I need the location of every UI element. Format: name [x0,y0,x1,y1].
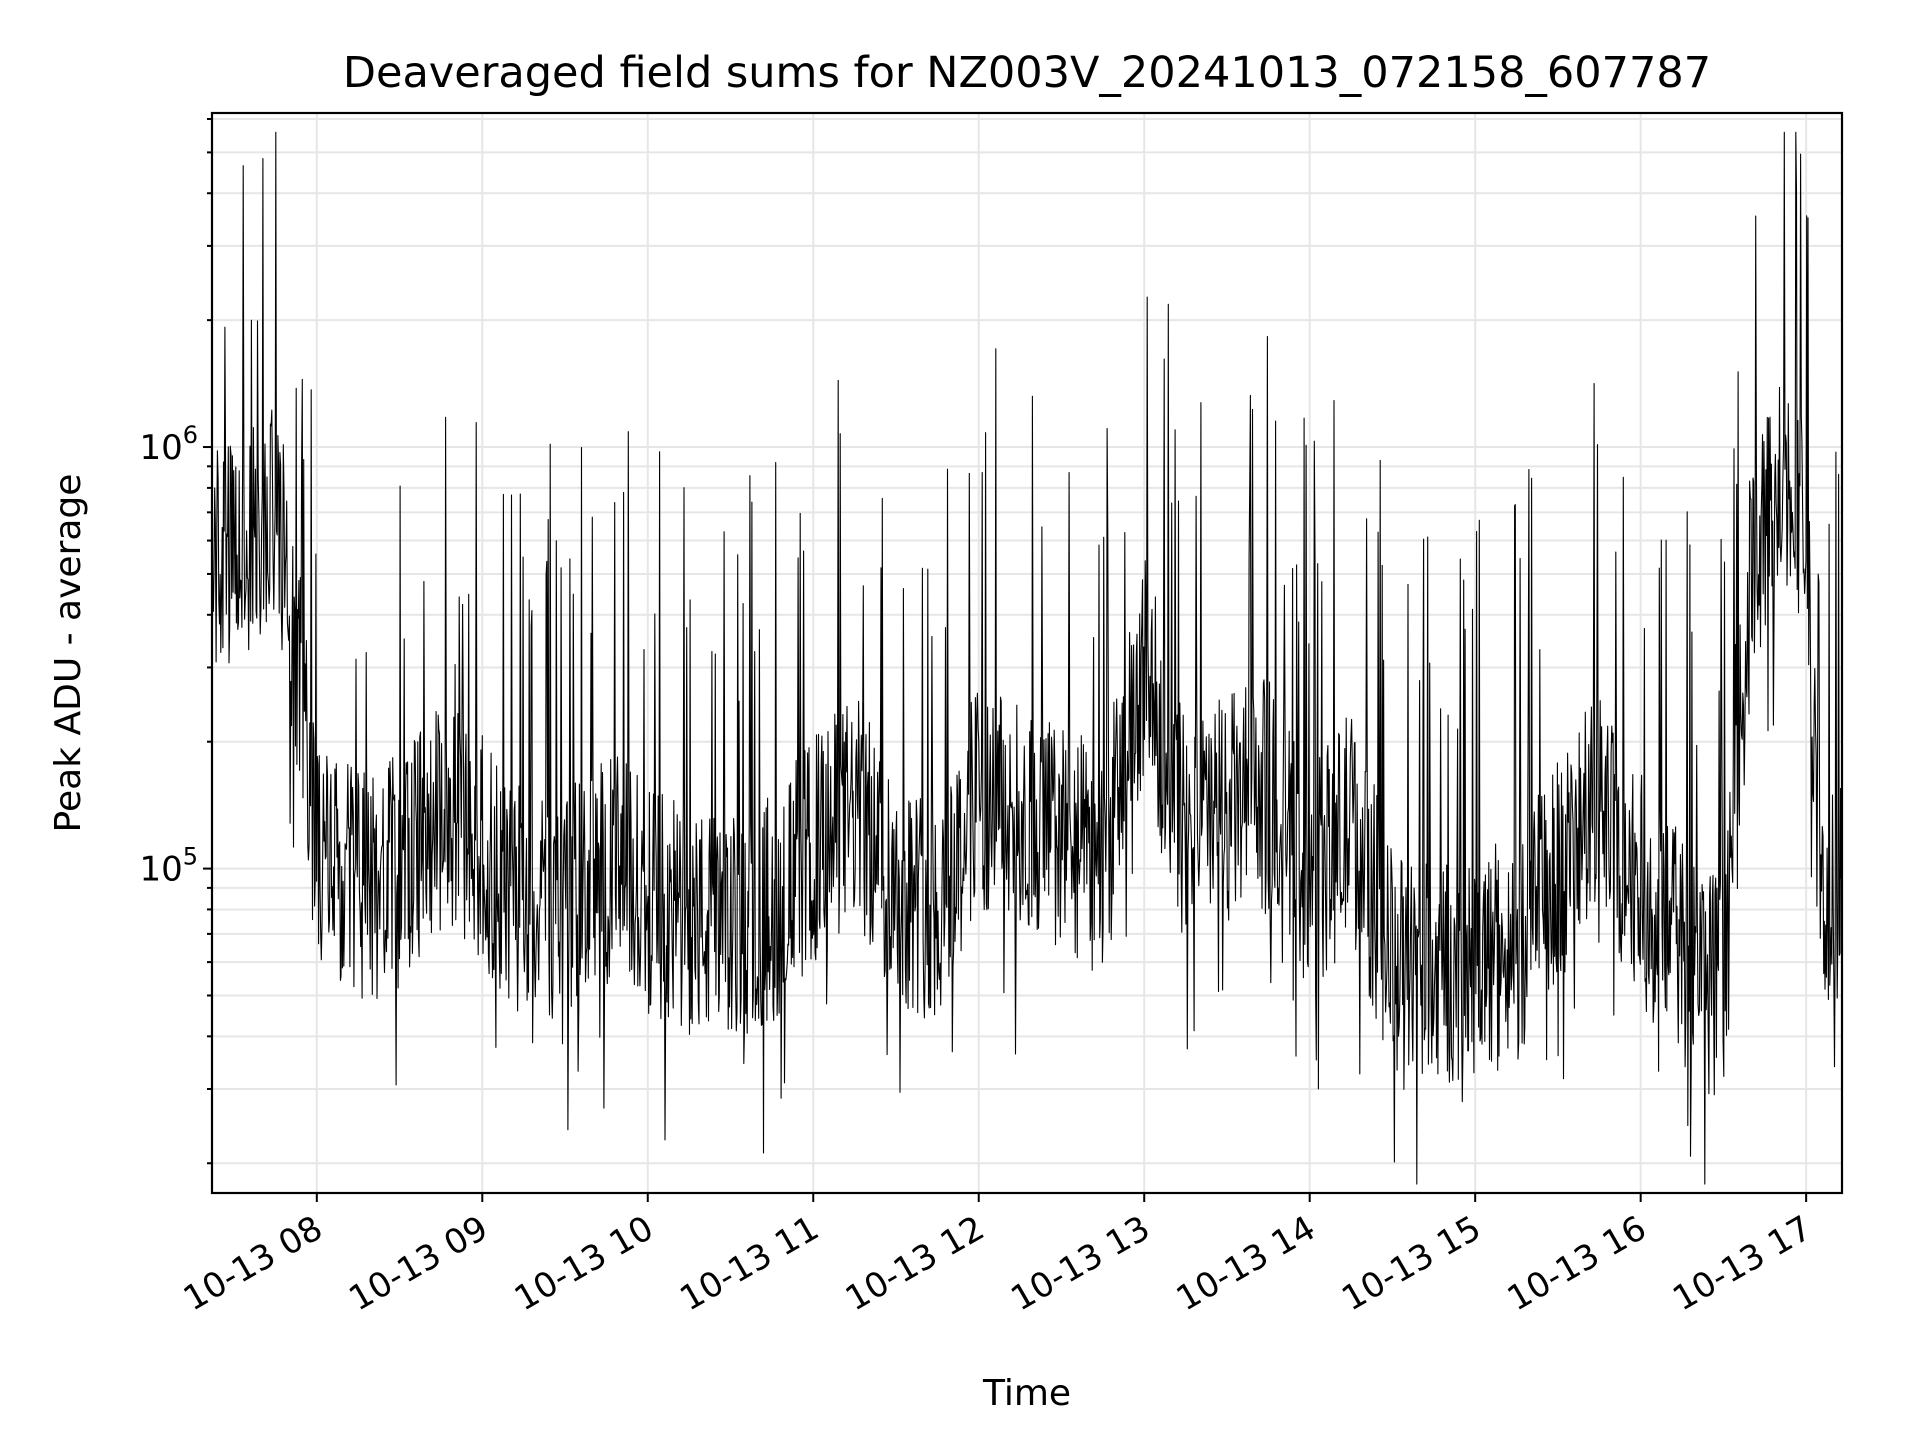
x-axis-label: Time [982,1373,1071,1414]
plot-frame [210,111,1844,1195]
chart-title: Deaveraged field sums for NZ003V_2024101… [343,48,1711,98]
plot-area [212,131,1842,1185]
y-axis-label: Peak ADU - average [48,474,89,833]
series-line [212,131,1842,1185]
y-tick-label: 105 [139,843,198,890]
y-axis: 105 106 [139,118,212,1165]
y-tick-label: 106 [139,421,198,468]
